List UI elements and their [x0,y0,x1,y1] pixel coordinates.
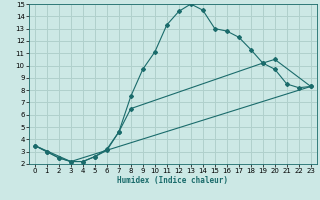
X-axis label: Humidex (Indice chaleur): Humidex (Indice chaleur) [117,176,228,185]
